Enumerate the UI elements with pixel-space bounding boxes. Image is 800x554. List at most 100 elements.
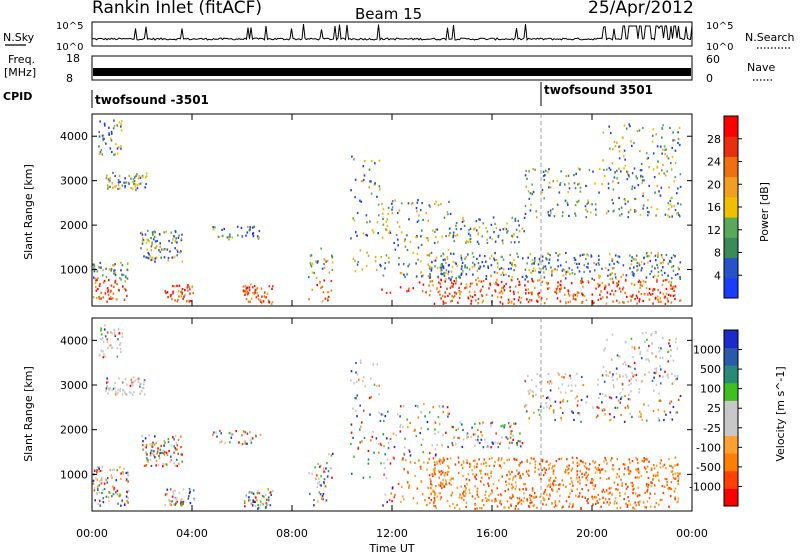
echo-cell <box>474 507 476 510</box>
echo-cell <box>554 290 556 293</box>
echo-cell <box>507 422 510 425</box>
echo-cell <box>180 453 182 456</box>
echo-cell <box>309 263 312 266</box>
echo-cell <box>175 448 177 451</box>
echo-cell <box>355 371 357 374</box>
echo-cell <box>517 439 520 443</box>
echo-cell <box>655 259 657 262</box>
echo-cell <box>394 248 397 251</box>
echo-cell <box>442 457 445 460</box>
echo-cell <box>547 171 549 174</box>
echo-cell <box>180 295 183 298</box>
echo-cell <box>449 457 452 460</box>
echo-cell <box>531 193 534 196</box>
echo-cell <box>433 302 436 305</box>
echo-cell <box>474 433 477 436</box>
echo-cell <box>496 487 499 490</box>
echo-cell <box>652 288 655 291</box>
echo-cell <box>571 410 573 413</box>
echo-cell <box>580 420 582 423</box>
echo-cell <box>353 382 355 385</box>
echo-cell <box>154 456 156 459</box>
echo-cell <box>667 262 670 265</box>
echo-cell <box>151 241 153 244</box>
echo-cell <box>630 259 633 262</box>
echo-cell <box>537 263 540 266</box>
noise-right-tick-top: 10^5 <box>706 21 733 32</box>
echo-cell <box>549 380 552 383</box>
echo-cell <box>452 426 454 429</box>
echo-cell <box>170 455 172 458</box>
echo-cell <box>672 476 675 479</box>
echo-cell <box>489 282 491 285</box>
echo-cell <box>113 328 115 331</box>
echo-cell <box>461 270 464 273</box>
echo-cell <box>670 354 672 358</box>
echo-cell <box>499 464 501 467</box>
echo-cell <box>674 374 676 377</box>
echo-cell <box>359 199 361 202</box>
echo-cell <box>674 341 677 344</box>
echo-cell <box>527 190 530 193</box>
echo-cell <box>622 388 624 391</box>
echo-cell <box>365 233 367 236</box>
echo-cell <box>367 458 370 461</box>
echo-cell <box>565 485 567 488</box>
echo-cell <box>219 441 221 444</box>
echo-cell <box>159 250 162 253</box>
echo-cell <box>436 495 438 498</box>
echo-cell <box>106 477 109 480</box>
echo-cell <box>461 466 464 469</box>
echo-cell <box>96 478 98 481</box>
echo-cell <box>450 252 452 255</box>
echo-cell <box>474 294 476 297</box>
echo-cell <box>659 300 662 303</box>
echo-cell <box>608 167 611 170</box>
echo-cell <box>541 280 544 283</box>
echo-cell <box>356 373 359 376</box>
echo-cell <box>142 440 144 443</box>
echo-cell <box>110 474 113 477</box>
echo-cell <box>143 464 146 467</box>
echo-cell <box>537 279 539 282</box>
echo-cell <box>163 256 166 259</box>
echo-cell <box>323 266 326 269</box>
echo-cell <box>679 185 682 188</box>
echo-cell <box>380 443 382 447</box>
echo-cell <box>98 135 101 138</box>
echo-cell <box>157 447 159 450</box>
echo-cell <box>450 285 453 288</box>
echo-cell <box>212 226 214 229</box>
echo-cell <box>659 262 662 265</box>
echo-cell <box>260 302 263 305</box>
echo-cell <box>181 260 183 263</box>
echo-cell <box>494 222 496 225</box>
echo-cell <box>503 506 505 509</box>
echo-cell <box>450 300 452 303</box>
echo-cell <box>634 501 636 504</box>
echo-cell <box>439 285 442 288</box>
echo-cell <box>439 462 441 465</box>
echo-cell <box>176 448 178 451</box>
echo-cell <box>600 290 602 293</box>
echo-cell <box>378 185 381 188</box>
echo-cell <box>517 255 519 258</box>
echo-cell <box>578 476 580 479</box>
echo-cell <box>627 211 630 214</box>
echo-cell <box>141 242 144 245</box>
echo-cell <box>671 155 674 159</box>
echo-cell <box>112 127 115 130</box>
echo-cell <box>506 437 509 440</box>
echo-cell <box>166 492 168 495</box>
echo-cell <box>326 297 329 300</box>
echo-cell <box>469 240 472 243</box>
echo-cell <box>429 280 432 283</box>
echo-cell <box>150 245 153 248</box>
echo-cell <box>551 467 553 470</box>
echo-cell <box>630 282 633 285</box>
echo-cell <box>609 396 611 399</box>
echo-cell <box>636 495 639 498</box>
echo-cell <box>189 288 191 291</box>
echo-cell <box>654 331 657 334</box>
echo-cell <box>132 187 134 190</box>
